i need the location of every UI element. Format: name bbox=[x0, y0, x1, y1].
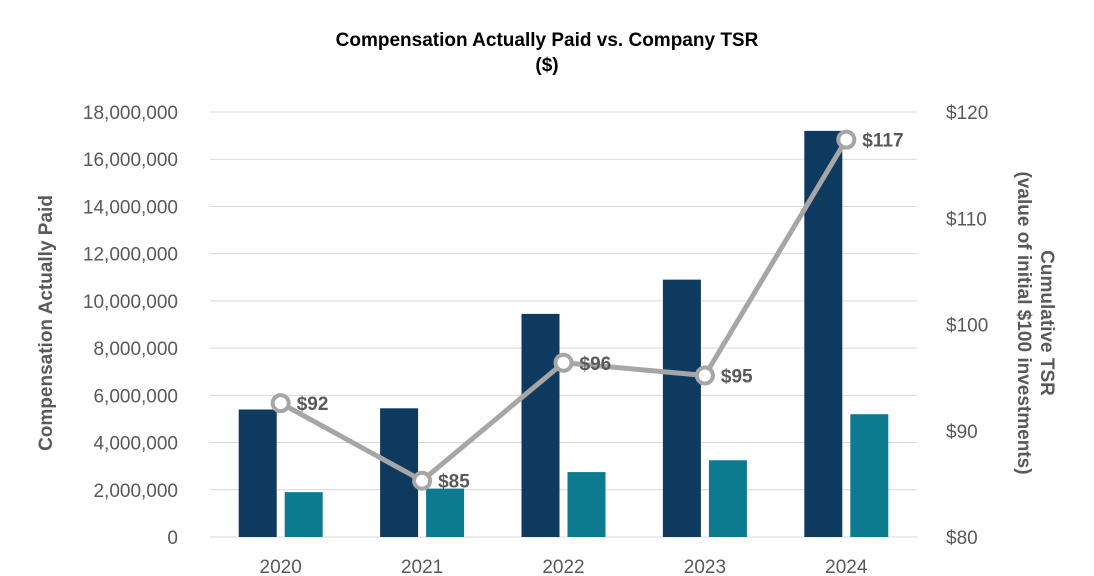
left-tick-label: 6,000,000 bbox=[93, 386, 178, 407]
left-tick-label: 10,000,000 bbox=[83, 292, 178, 313]
right-tick-label: $80 bbox=[946, 528, 978, 549]
left-tick-label: 8,000,000 bbox=[93, 339, 178, 360]
left-tick-label: 14,000,000 bbox=[83, 197, 178, 218]
right-tick-label: $100 bbox=[946, 316, 988, 337]
left-axis-title: Compensation Actually Paid bbox=[36, 195, 57, 451]
tsr-data-label: $85 bbox=[438, 472, 470, 493]
bar-cap-1-2020 bbox=[238, 409, 277, 537]
right-tick-label: $110 bbox=[946, 209, 987, 230]
chart-subtitle: ($) bbox=[535, 55, 558, 76]
tsr-data-label: $117 bbox=[862, 131, 903, 152]
tsr-data-label: $95 bbox=[721, 367, 753, 388]
tsr-point-2023 bbox=[694, 365, 715, 386]
bar-cap-2-2023 bbox=[708, 460, 747, 537]
left-tick-label: 18,000,000 bbox=[83, 103, 178, 124]
left-tick-label: 16,000,000 bbox=[83, 150, 178, 171]
bar-cap-1-2023 bbox=[662, 279, 701, 537]
data-labels: $92 $85 $96 $95 $117 bbox=[297, 131, 904, 493]
right-axis-title-line2: (value of initial $100 investments) bbox=[1013, 171, 1034, 474]
gridlines bbox=[210, 111, 917, 538]
bar-cap-2-2020 bbox=[284, 492, 323, 537]
left-tick-label: 0 bbox=[167, 528, 178, 549]
x-tick-label: 2024 bbox=[825, 557, 868, 576]
tsr-point-2024 bbox=[836, 129, 857, 150]
bar-cap-2-2024 bbox=[850, 414, 889, 537]
left-tick-label: 4,000,000 bbox=[93, 434, 178, 455]
bars bbox=[238, 130, 889, 537]
axes: 0 2,000,000 4,000,000 6,000,000 8,000,000 10,… bbox=[83, 103, 988, 576]
left-tick-label: 12,000,000 bbox=[83, 245, 178, 266]
tsr-point-2022 bbox=[553, 352, 574, 373]
bar-cap-1-2022 bbox=[521, 313, 560, 537]
bar-cap-1-2024 bbox=[804, 130, 843, 537]
tsr-data-label: $92 bbox=[297, 394, 329, 415]
tsr-data-label: $96 bbox=[580, 354, 612, 375]
tsr-point-2020 bbox=[270, 393, 291, 414]
x-tick-label: 2022 bbox=[542, 557, 584, 576]
right-tick-label: $120 bbox=[946, 103, 988, 124]
x-tick-label: 2023 bbox=[684, 557, 726, 576]
tsr-line-layer bbox=[270, 129, 857, 491]
tsr-line bbox=[279, 138, 849, 484]
bar-cap-2-2022 bbox=[567, 472, 606, 537]
chart-title: Compensation Actually Paid vs. Company T… bbox=[336, 30, 759, 51]
x-tick-label: 2021 bbox=[401, 557, 443, 576]
left-tick-label: 2,000,000 bbox=[93, 481, 178, 502]
tsr-point-2021 bbox=[412, 470, 433, 491]
x-tick-label: 2020 bbox=[260, 557, 302, 576]
right-tick-label: $90 bbox=[946, 422, 978, 443]
right-axis-title-line1: Cumulative TSR bbox=[1036, 250, 1057, 396]
bar-cap-2-2021 bbox=[426, 488, 465, 537]
